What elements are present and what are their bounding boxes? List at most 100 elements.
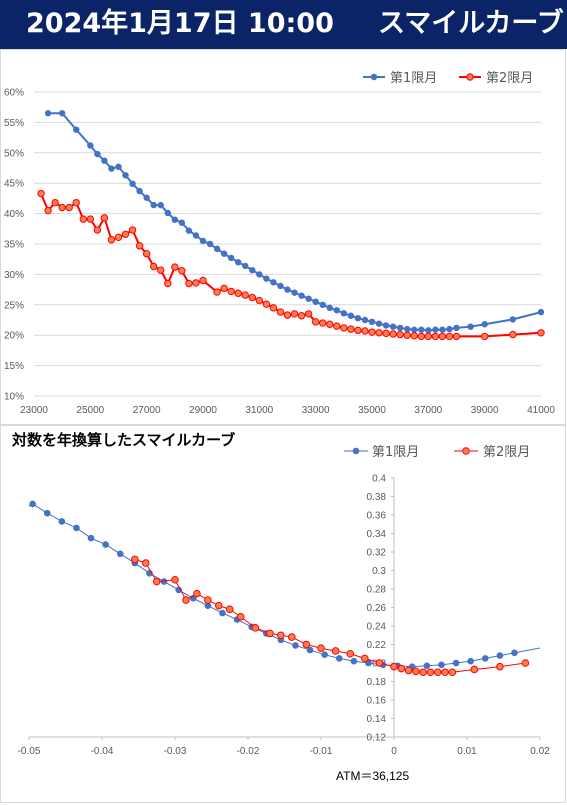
chart1-data-point [199, 237, 207, 245]
chart1-data-point [537, 308, 545, 316]
chart2-x-tick-label: 0 [391, 746, 397, 757]
chart2-data-point [29, 500, 36, 508]
chart1-x-tick-label: 41000 [527, 405, 555, 416]
chart1-data-point [248, 293, 256, 302]
chart1-data-point [439, 326, 446, 333]
chart2-data-point [350, 657, 358, 665]
chart1-data-point [206, 240, 214, 248]
chart1-data-point [403, 331, 411, 339]
chart1-data-point [227, 254, 235, 262]
chart1-data-point [241, 291, 249, 299]
chart1-data-point [305, 295, 312, 302]
chart1-data-point [311, 318, 320, 326]
chart2-y-tick-label: 0.34 [367, 529, 387, 540]
chart1-data-point [361, 327, 369, 335]
chart2-y-tick-label: 0.18 [367, 677, 387, 688]
chart2-y-tick-label: 0.14 [367, 714, 387, 725]
chart2-data-point [375, 659, 384, 667]
chart1-data-point [150, 201, 157, 209]
chart2-y-tick-label: 0.38 [367, 492, 387, 503]
chart2-data-point [448, 668, 457, 677]
chart1-y-tick-label: 50% [4, 148, 24, 159]
chart1-data-point [283, 311, 292, 319]
chart2-data-point [204, 602, 212, 609]
chart1-data-point [150, 262, 158, 271]
chart1-data-point [178, 267, 186, 275]
chart2-data-point [277, 631, 285, 640]
chart1-data-point [319, 301, 326, 308]
chart2-plot-area [29, 500, 540, 677]
chart1-data-point [94, 150, 101, 158]
chart1-data-point [249, 266, 256, 274]
chart1-data-point [368, 318, 376, 326]
chart1-data-point [368, 328, 376, 336]
chart1-data-point [333, 307, 340, 314]
chart2-data-point [204, 596, 212, 604]
chart1-data-point [396, 324, 404, 332]
chart2-y-tick-label: 0.32 [367, 548, 387, 559]
chart2-data-point [142, 559, 150, 567]
chart1-x-tick-label: 25000 [76, 405, 104, 416]
chart1-data-point [136, 187, 143, 195]
chart1-data-point [65, 203, 73, 212]
chart1-data-point [404, 325, 411, 333]
chart1-x-tick-label: 31000 [245, 405, 273, 416]
chart1-data-point [58, 110, 66, 117]
chart2-data-point [306, 646, 314, 654]
chart1-data-point [199, 276, 207, 285]
chart2-series-line [29, 503, 540, 668]
chart2-data-point [175, 586, 182, 594]
chart1-data-point [340, 324, 348, 332]
annualized-log-smile-chart-panel [0, 425, 566, 803]
chart1-y-tick-label: 35% [4, 240, 24, 251]
chart1-data-point [467, 323, 474, 330]
atm-label: ATM＝36,125 [336, 769, 410, 783]
chart1-data-point [319, 319, 327, 327]
chart1-data-point [235, 259, 242, 266]
chart2-data-point [452, 659, 460, 667]
chart1-data-point [375, 329, 383, 337]
chart1-y-tick-label: 60% [4, 88, 24, 99]
chart1-data-point [185, 279, 193, 288]
chart2-title: 対数を年換算したスマイルカーブ [12, 431, 236, 449]
chart2-data-point [438, 661, 445, 669]
chart1-data-point [446, 325, 453, 333]
chart1-data-point [304, 310, 313, 318]
chart1-data-point [445, 332, 454, 341]
chart1-data-point [101, 157, 108, 164]
chart1-data-point [37, 189, 45, 198]
chart1-data-point [431, 332, 440, 341]
chart1-data-point [354, 326, 362, 335]
chart1-data-point [424, 332, 433, 341]
chart1-data-point [87, 142, 94, 149]
chart2-data-point [225, 605, 234, 614]
chart1-series-line [48, 112, 542, 332]
chart1-data-point [192, 279, 200, 287]
chart1-data-point [425, 327, 432, 334]
chart2-data-point [193, 589, 201, 598]
chart1-x-tick-label: 35000 [358, 405, 386, 416]
chart1-data-point [312, 298, 319, 305]
chart1-data-point [263, 275, 270, 282]
chart1-data-point [297, 312, 306, 320]
chart1-data-point [79, 215, 87, 223]
chart2-data-point [397, 664, 406, 673]
chart1-data-point [417, 332, 425, 341]
chart1-data-point [135, 242, 144, 250]
chart2-data-point [215, 601, 223, 610]
chart2-y-tick-label: 0.24 [367, 622, 387, 633]
chart2-data-point [236, 612, 245, 621]
chart2-data-point [361, 654, 369, 663]
page-title: スマイルカーブ [378, 8, 564, 39]
chart2-y-tick-label: 0.12 [367, 733, 387, 744]
chart2-data-point [116, 550, 124, 558]
chart2-data-point [426, 668, 435, 677]
chart2-data-point [441, 668, 449, 677]
chart2-data-point [160, 578, 168, 585]
chart1-data-point [277, 282, 284, 290]
chart2-x-tick-label: -0.01 [310, 746, 333, 757]
chart2-data-point [266, 629, 274, 638]
chart1-data-point [480, 332, 489, 341]
chart1-data-point [213, 245, 221, 253]
